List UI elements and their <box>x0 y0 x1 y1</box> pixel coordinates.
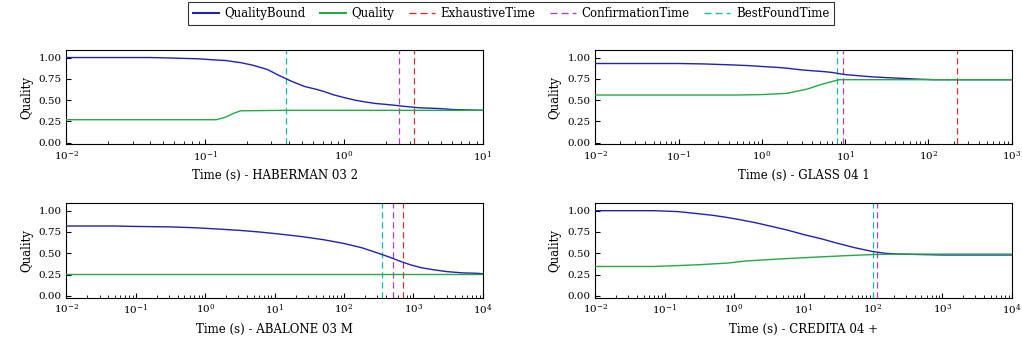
Y-axis label: Quality: Quality <box>549 229 562 272</box>
X-axis label: Time (s) - GLASS 04 1: Time (s) - GLASS 04 1 <box>738 170 870 182</box>
X-axis label: Time (s) - ABALONE 03 M: Time (s) - ABALONE 03 M <box>196 323 353 336</box>
Y-axis label: Quality: Quality <box>549 76 562 119</box>
Y-axis label: Quality: Quality <box>19 76 33 119</box>
X-axis label: Time (s) - CREDITA 04 +: Time (s) - CREDITA 04 + <box>729 323 878 336</box>
X-axis label: Time (s) - HABERMAN 03 2: Time (s) - HABERMAN 03 2 <box>192 170 358 182</box>
Legend: QualityBound, Quality, ExhaustiveTime, ConfirmationTime, BestFoundTime: QualityBound, Quality, ExhaustiveTime, C… <box>188 2 834 25</box>
Y-axis label: Quality: Quality <box>19 229 33 272</box>
